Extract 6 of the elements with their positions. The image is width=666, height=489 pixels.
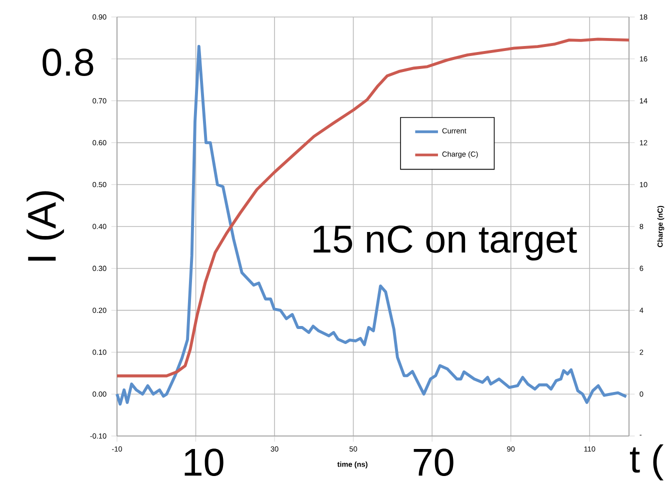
- annotation: 15 nC on target: [314, 225, 577, 261]
- text: 0.8: [42, 48, 94, 76]
- text: 10: [184, 448, 224, 476]
- y-axis-title: I (A): [26, 191, 64, 261]
- text: t (: [630, 444, 664, 480]
- text: 70: [414, 448, 454, 476]
